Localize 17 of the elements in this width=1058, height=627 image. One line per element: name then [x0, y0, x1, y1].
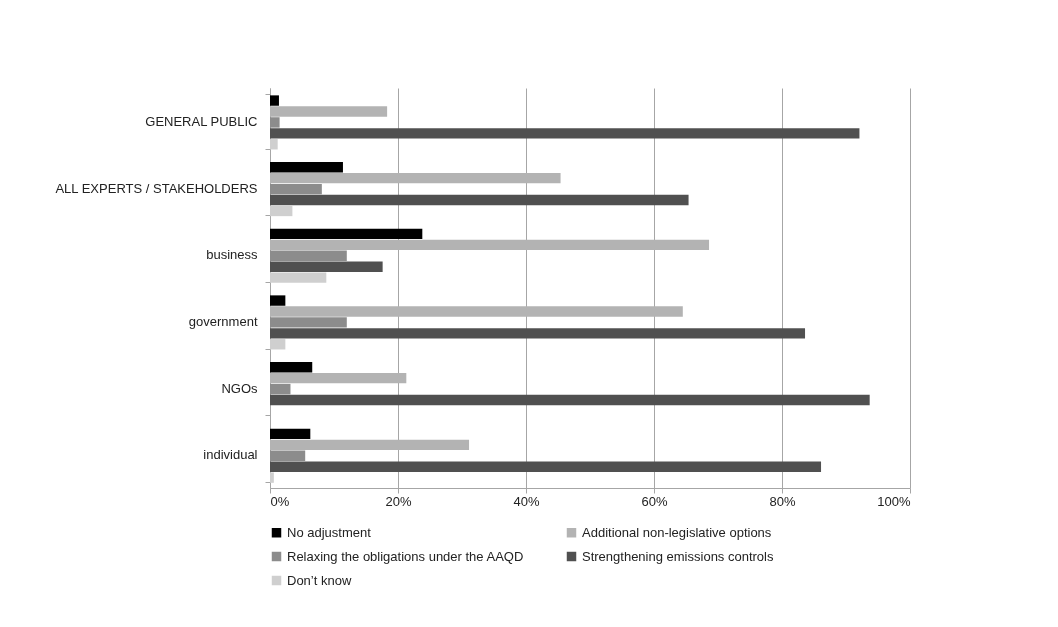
x-tick-label: 0%	[270, 493, 290, 509]
y-tick-label: business	[206, 247, 258, 263]
x-tick-label: 20%	[385, 493, 412, 509]
x-tick-label: 60%	[641, 493, 668, 509]
x-tick-label: 80%	[769, 493, 796, 509]
y-tick-label: government	[188, 313, 258, 329]
legend-label: Relaxing the obligations under the AAQD	[287, 548, 524, 564]
legend-label: Additional non-legislative options	[582, 524, 772, 540]
y-tick-label: NGOs	[221, 380, 258, 396]
x-tick-label: 40%	[513, 493, 540, 509]
x-tick-label: 100%	[877, 493, 911, 509]
y-tick-label: individual	[203, 447, 258, 463]
legend-label: Don’t know	[287, 572, 352, 588]
y-tick-label: ALL EXPERTS / STAKEHOLDERS	[55, 180, 258, 196]
y-tick-label: GENERAL PUBLIC	[145, 113, 258, 129]
legend-label: No adjustment	[287, 524, 372, 540]
legend-label: Strengthening emissions controls	[582, 548, 774, 564]
